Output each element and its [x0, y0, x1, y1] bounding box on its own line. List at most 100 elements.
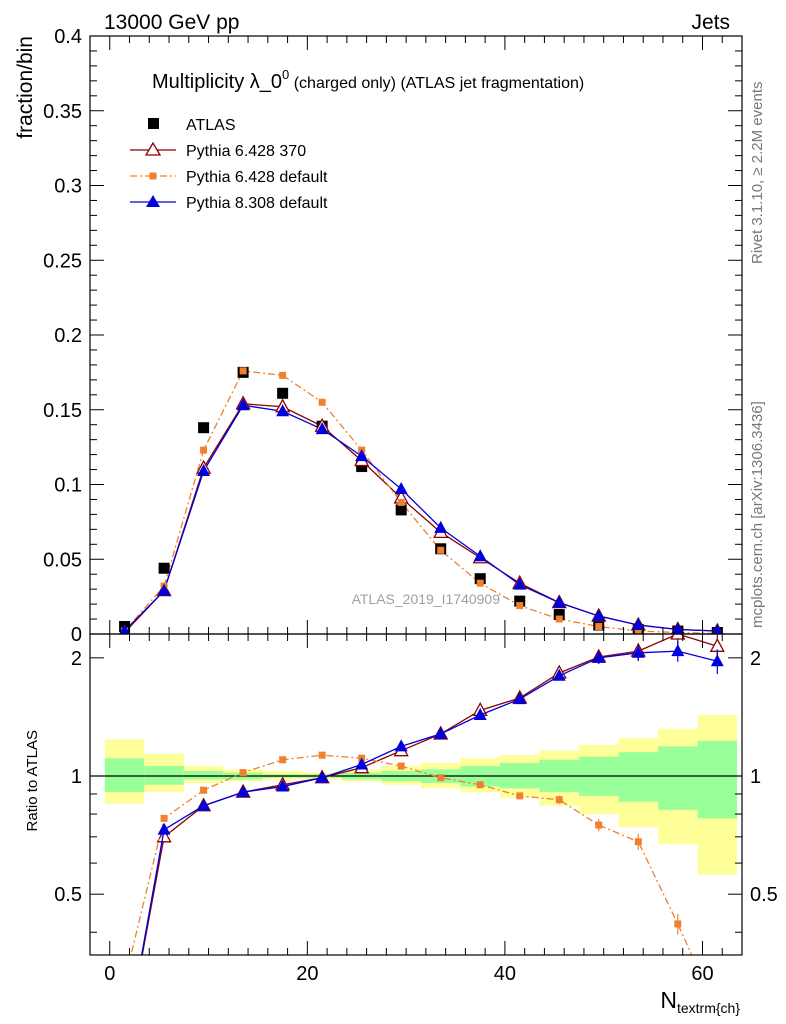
ratio-xlabel: Ntextrm{ch}: [660, 987, 740, 1016]
ratio-point: [197, 798, 211, 811]
main-point-3: [552, 595, 566, 608]
ratio-plot-area: [90, 634, 742, 955]
ratio-point: [634, 838, 642, 846]
main-point-3: [197, 464, 211, 477]
main-ytick-label: 0.3: [54, 176, 82, 198]
main-point-0: [277, 387, 289, 399]
main-ytick-label: 0.1: [54, 475, 82, 497]
plot-title: Multiplicity λ_00 (charged only) (ATLAS …: [152, 67, 584, 93]
main-point-0: [198, 422, 210, 434]
main-point-3: [355, 449, 369, 462]
rivet-version-label: Rivet 3.1.10, ≥ 2.2M events: [749, 82, 766, 265]
main-clipped-group: [119, 366, 724, 634]
legend-marker-atlas: [148, 118, 159, 129]
ratio-ytick-label: 1: [71, 766, 82, 788]
ratio-ytick-label-right: 1: [750, 766, 761, 788]
ratio-ytick-label: 0.5: [54, 884, 82, 906]
main-point-3: [157, 583, 171, 596]
ratio-point: [200, 786, 208, 794]
ratio-band-green: [618, 752, 659, 802]
main-ytick-label: 0.35: [43, 101, 82, 123]
main-point-2: [239, 367, 247, 375]
ratio-point: [437, 774, 445, 782]
main-point-0: [553, 609, 565, 621]
main-point-3: [671, 622, 685, 634]
ratio-point: [434, 726, 448, 739]
main-point-0: [356, 461, 368, 473]
ratio-point: [476, 781, 484, 789]
ratio-ytick-label: 2: [71, 648, 82, 670]
ratio-ytick-label-right: 0.5: [750, 884, 778, 906]
main-point-3: [434, 520, 448, 533]
main-point-2: [200, 446, 208, 454]
legend-entry-pythia8-default: Pythia 8.308 default: [130, 195, 328, 212]
ratio-ylabel: Ratio to ATLAS: [24, 730, 41, 831]
main-point-3: [236, 398, 250, 411]
ratio-band-green: [183, 770, 224, 780]
ratio-curve-2: [140, 650, 718, 955]
ratio-xtick-label: 60: [691, 963, 713, 985]
ratio-point: [710, 654, 724, 667]
main-point-2: [555, 615, 563, 623]
main-point-3: [473, 549, 487, 562]
analysis-watermark: ATLAS_2019_I1740909: [352, 591, 501, 607]
main-ytick-label: 0.25: [43, 250, 82, 272]
ratio-point: [157, 822, 171, 835]
main-point-2: [318, 398, 326, 406]
legend-marker-pythia6-default: [149, 172, 157, 180]
main-curve-3: [124, 404, 718, 632]
main-point-3: [711, 624, 723, 634]
main-point-2: [476, 579, 484, 587]
ratio-xtick-label: 0: [104, 963, 115, 985]
legend-label-pythia8-default: Pythia 8.308 default: [186, 195, 328, 212]
main-point-2: [634, 627, 642, 634]
main-point-0: [158, 562, 170, 574]
ratio-xtick-label: 40: [494, 963, 516, 985]
main-point-3: [394, 481, 408, 494]
legend-marker-pythia8-default: [146, 195, 160, 207]
ratio-point: [239, 769, 247, 777]
main-plot-area: [119, 366, 724, 634]
main-point-3: [631, 618, 645, 631]
ratio-curve-1: [130, 754, 693, 955]
ratio-point: [671, 644, 685, 657]
ratio-band-green: [697, 740, 738, 819]
main-point-2: [279, 371, 287, 379]
main-point-3: [592, 609, 606, 622]
ratio-xlabel-main: N: [660, 987, 677, 1013]
ratio-point: [355, 757, 369, 770]
ratio-ytick-label-right: 2: [750, 648, 761, 670]
plot-title-rest: (charged only) (ATLAS jet fragmentation): [289, 75, 584, 92]
ratio-point: [592, 650, 606, 663]
ratio-point: [516, 792, 524, 800]
ratio-point: [156, 828, 172, 843]
main-point-0: [395, 504, 407, 516]
main-ylabel: fraction/bin: [14, 36, 37, 139]
ratio-point: [236, 785, 250, 798]
legend-entry-pythia6-370: Pythia 6.428 370: [130, 141, 306, 160]
ratio-xlabel-subscript: textrm{ch}: [677, 1000, 740, 1016]
mcplots-reference-label: mcplots.cern.ch [arXiv:1306.3436]: [749, 401, 766, 628]
plot-title-main: Multiplicity λ_0: [152, 71, 282, 93]
ratio-point: [513, 692, 527, 705]
main-point-2: [437, 546, 445, 554]
main-point-0: [514, 595, 526, 607]
ratio-curve-0: [141, 634, 718, 955]
ratio-point: [160, 814, 168, 822]
ratio-point: [279, 756, 287, 764]
legend-entry-pythia6-default: Pythia 6.428 default: [130, 169, 328, 186]
ratio-point: [674, 920, 682, 928]
ratio-frame: [89, 633, 743, 956]
main-point-2: [595, 623, 603, 631]
main-point-3: [315, 422, 329, 435]
main-ytick-label: 0: [71, 624, 82, 646]
legend-label-pythia6-370: Pythia 6.428 370: [186, 143, 306, 160]
legend-label-atlas: ATLAS: [186, 117, 236, 134]
ratio-xtick-label: 20: [296, 963, 318, 985]
plot-title-superscript: 0: [282, 67, 289, 82]
legend-marker-pythia6-370: [144, 141, 162, 156]
ratio-point: [397, 762, 405, 770]
main-ytick-label: 0.05: [43, 549, 82, 571]
main-point-3: [276, 404, 290, 417]
